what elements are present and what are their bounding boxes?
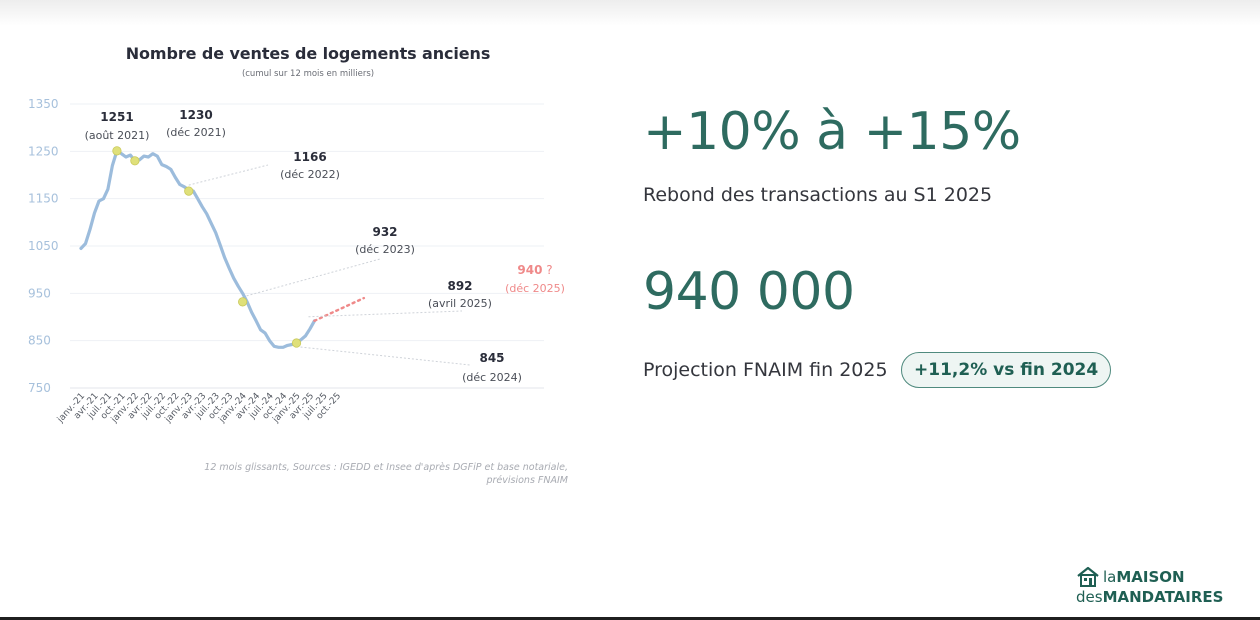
logo-maison: MAISON	[1116, 568, 1185, 586]
annotation-leader	[246, 258, 381, 297]
annotation-suffix: ?	[542, 263, 552, 277]
projection-value: 940 000	[643, 262, 855, 322]
rebound-range-value: +10% à +15%	[643, 102, 1021, 162]
y-tick-label: 750	[28, 381, 51, 395]
y-tick-label: 1250	[28, 144, 59, 158]
bottom-edge	[0, 617, 1260, 620]
annotation-value: 1166	[293, 150, 326, 164]
annotation-marker	[112, 146, 122, 156]
y-tick-label: 950	[28, 286, 51, 300]
annotation-date: (avril 2025)	[428, 297, 492, 310]
y-tick-label: 1150	[28, 192, 59, 206]
chart-source: 12 mois glissants, Sources : IGEDD et In…	[170, 461, 568, 487]
annotation-leader	[188, 164, 269, 186]
annotation-date: (déc 2024)	[462, 371, 522, 384]
annotation-marker	[291, 338, 302, 348]
y-tick-label: 1050	[28, 239, 59, 253]
annotation-value: 892	[447, 279, 472, 293]
annotation-value: 1251	[100, 110, 133, 124]
annotation-date: (déc 2025)	[505, 282, 565, 295]
logo-la: la	[1103, 568, 1117, 586]
annotation-marker	[238, 297, 248, 307]
y-tick-label: 850	[28, 334, 51, 348]
annotation-marker	[184, 186, 194, 196]
chart-title: Nombre de ventes de logements anciens	[125, 44, 491, 63]
line-chart: 1350125011501050950850750janv.-21avr.-21…	[28, 97, 565, 425]
top-shade	[0, 0, 1260, 26]
annotation-date: (août 2021)	[85, 129, 150, 142]
annotation-date: (déc 2023)	[355, 243, 415, 256]
annotation-value: 845	[479, 351, 504, 365]
annotation-value: 932	[372, 225, 397, 239]
brand-logo: laMAISON desMANDATAIRES	[1076, 566, 1236, 610]
annotation-marker	[130, 156, 140, 166]
source-line-1: 12 mois glissants, Sources : IGEDD et In…	[204, 462, 568, 473]
annotation-date: (déc 2021)	[166, 126, 226, 139]
projection-caption: Projection FNAIM fin 2025	[643, 359, 888, 381]
logo-des: des	[1076, 588, 1103, 606]
annotation-value: 940 ?	[517, 263, 552, 277]
rebound-caption: Rebond des transactions au S1 2025	[643, 184, 993, 206]
logo-mandataires: MANDATAIRES	[1102, 588, 1224, 606]
house-icon	[1077, 566, 1099, 587]
source-line-2: prévisions FNAIM	[486, 475, 568, 486]
change-badge: +11,2% vs fin 2024	[901, 352, 1112, 388]
y-tick-label: 1350	[28, 97, 59, 111]
annotation-date: (déc 2022)	[280, 168, 340, 181]
annotation-leader	[308, 310, 463, 318]
annotation-leader	[300, 346, 471, 366]
chart-subtitle: (cumul sur 12 mois en milliers)	[241, 69, 375, 79]
projection-line	[313, 296, 366, 322]
annotation-value: 1230	[179, 108, 212, 122]
